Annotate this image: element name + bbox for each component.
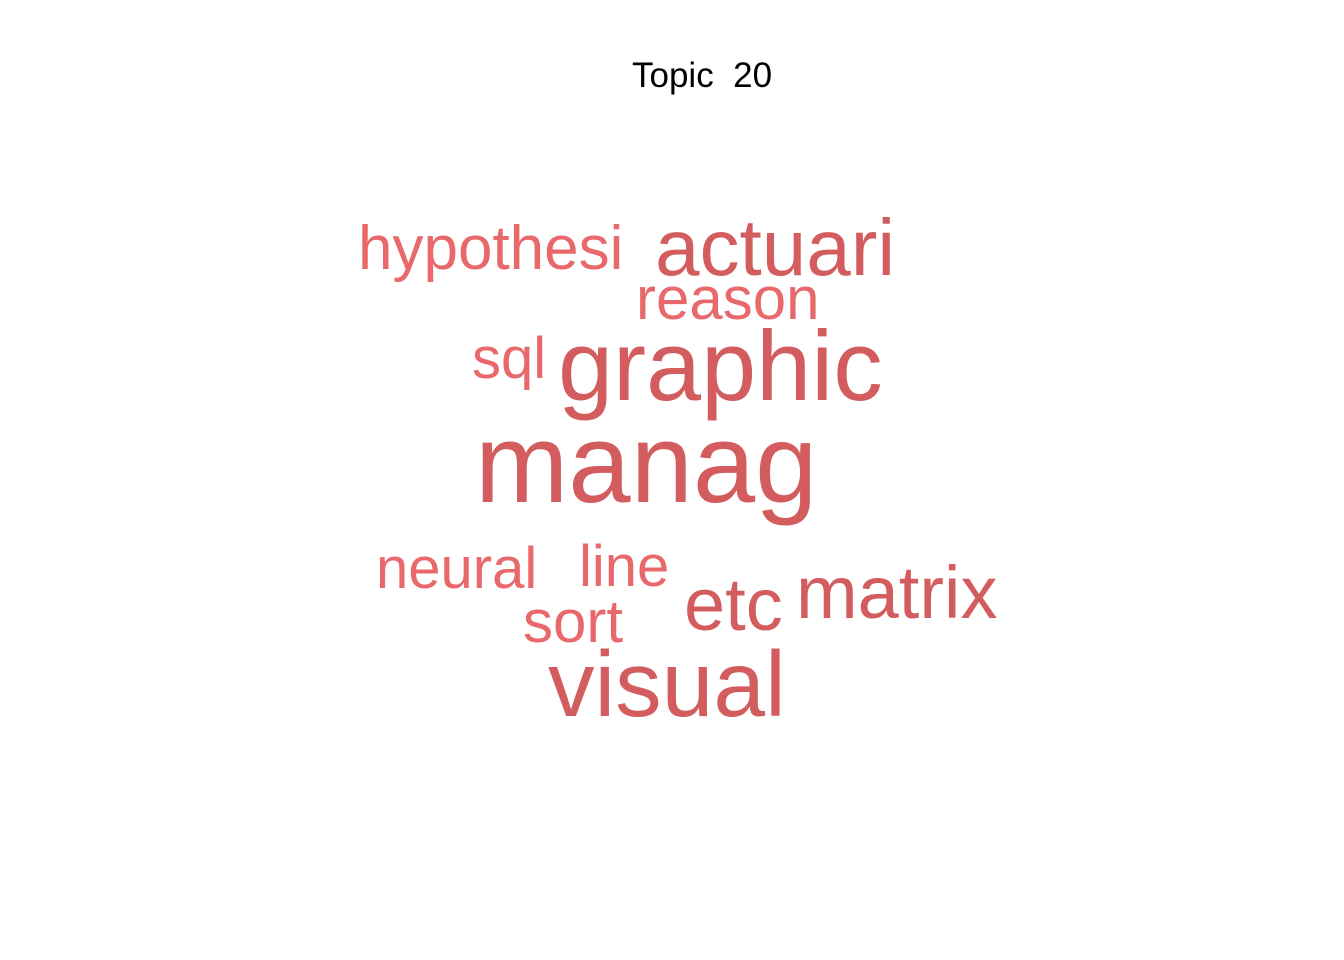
word-actuari: actuari xyxy=(655,203,896,292)
word-line: line xyxy=(579,534,670,599)
word-etc: etc xyxy=(684,563,783,646)
word-reason: reason xyxy=(636,265,820,332)
word-sql: sql xyxy=(472,326,547,391)
word-hypothesi: hypothesi xyxy=(358,214,624,283)
word-matrix: matrix xyxy=(796,551,998,634)
chart-title: Topic 20 xyxy=(632,56,773,95)
word-graphic: graphic xyxy=(558,310,883,421)
word-neural: neural xyxy=(376,536,538,601)
word-sort: sort xyxy=(523,588,624,655)
word-manag: manag xyxy=(475,401,818,526)
word-visual: visual xyxy=(548,632,786,736)
